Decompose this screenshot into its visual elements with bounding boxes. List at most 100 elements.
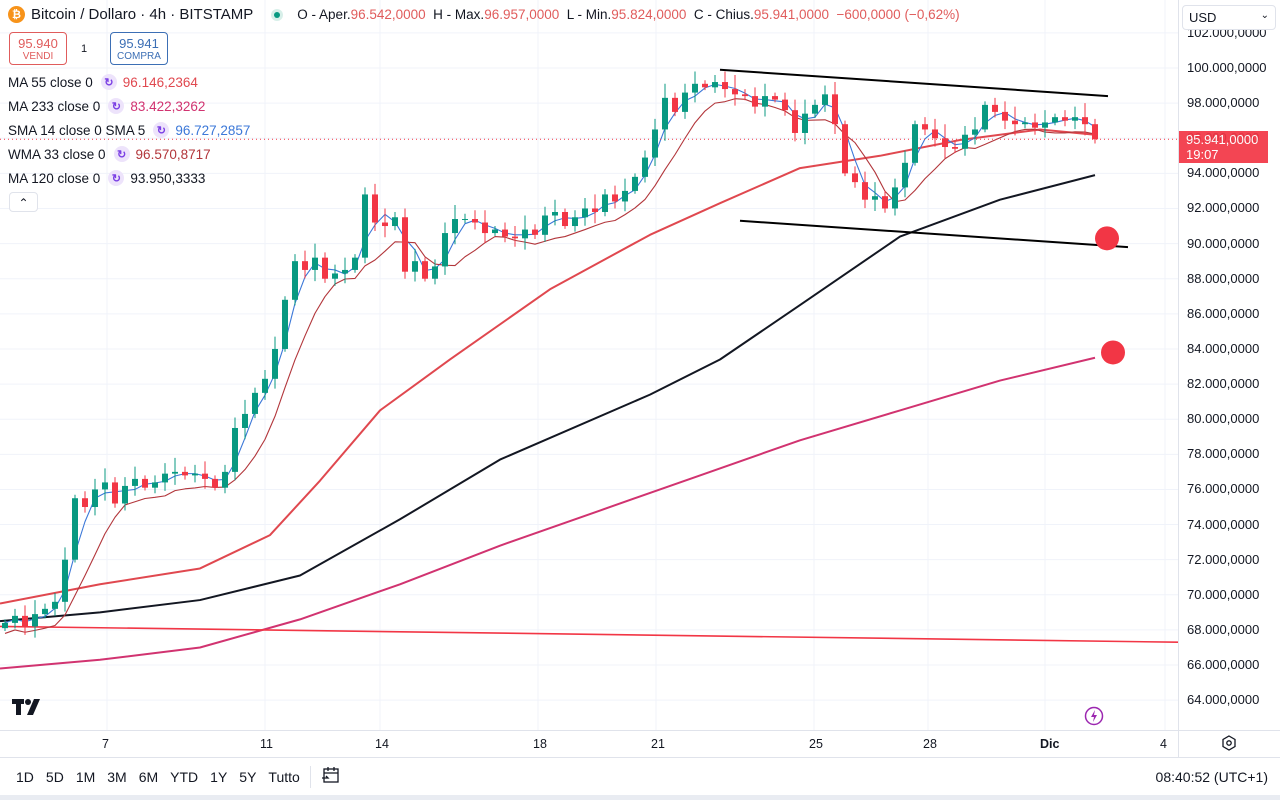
candle xyxy=(152,482,158,488)
candle xyxy=(302,261,308,270)
market-open-icon xyxy=(271,8,284,21)
price-tick: 94.000,0000 xyxy=(1187,165,1260,181)
range-tutto[interactable]: Tutto xyxy=(268,768,300,785)
refresh-icon[interactable]: ↻ xyxy=(108,98,125,114)
range-1y[interactable]: 1Y xyxy=(210,768,228,785)
candle xyxy=(512,236,518,239)
time-axis[interactable]: 7 11 14 18 21 25 28 Dic 4 xyxy=(0,730,1280,757)
line-wma-33 xyxy=(4,98,1096,634)
marker-dot xyxy=(1101,340,1125,365)
range-1m[interactable]: 1M xyxy=(75,768,96,785)
candle xyxy=(922,124,928,130)
price-tick: 90.000,0000 xyxy=(1187,235,1260,251)
candle xyxy=(522,229,528,239)
spread: 1 xyxy=(81,43,88,55)
candle xyxy=(202,473,208,479)
time-tick: 7 xyxy=(102,737,109,751)
candle xyxy=(482,222,488,234)
time-tick: 11 xyxy=(260,737,273,751)
legend-item[interactable]: SMA 14 close 0 SMA 5 ↻ 96.727,2857 xyxy=(8,122,250,138)
indicator-name: SMA 14 close 0 SMA 5 xyxy=(8,122,146,138)
sell-label: VENDI xyxy=(22,50,54,62)
price-tick: 72.000,0000 xyxy=(1187,551,1260,567)
price-tick: 80.000,0000 xyxy=(1187,411,1260,427)
range-5d[interactable]: 5D xyxy=(45,768,64,785)
clock[interactable]: 08:40:52 (UTC+1) xyxy=(1155,768,1268,785)
refresh-icon[interactable]: ↻ xyxy=(100,74,117,90)
refresh-icon[interactable]: ↻ xyxy=(108,170,125,186)
candle xyxy=(862,182,868,200)
symbol-title[interactable]: Bitcoin / Dollaro · 4h · BITSTAMP xyxy=(31,6,254,23)
candle xyxy=(1062,117,1068,121)
candle xyxy=(392,217,398,227)
price-axis[interactable]: 102.000,0000100.000,000098.000,000096.00… xyxy=(1178,0,1280,757)
refresh-icon[interactable]: ↻ xyxy=(153,122,170,138)
sell-button[interactable]: 95.940 VENDI xyxy=(9,32,67,65)
symbol-header: ₿ Bitcoin / Dollaro · 4h · BITSTAMP O - … xyxy=(8,6,960,23)
indicator-value: 96.727,2857 xyxy=(175,122,251,138)
legend-item[interactable]: MA 55 close 0 ↻ 96.146,2364 xyxy=(8,74,198,90)
candle xyxy=(82,498,88,507)
candle xyxy=(272,348,278,379)
candle xyxy=(362,194,368,258)
price-tick: 100.000,0000 xyxy=(1187,60,1267,75)
candle xyxy=(182,471,188,476)
candle xyxy=(1082,117,1088,125)
range-6m[interactable]: 6M xyxy=(138,768,159,785)
candle xyxy=(72,498,78,560)
range-3m[interactable]: 3M xyxy=(107,768,127,785)
candle xyxy=(382,222,388,227)
candle xyxy=(472,219,478,223)
candle xyxy=(432,266,438,279)
legend-item[interactable]: MA 120 close 0 ↻ 93.950,3333 xyxy=(8,170,205,186)
currency-select[interactable]: USD ⌄ xyxy=(1182,5,1276,30)
candle xyxy=(692,83,698,93)
indicator-name: MA 233 close 0 xyxy=(8,98,101,114)
refresh-icon[interactable]: ↻ xyxy=(113,146,130,162)
candle xyxy=(422,261,428,279)
candle xyxy=(102,482,108,490)
legend-item[interactable]: WMA 33 close 0 ↻ 96.570,8717 xyxy=(8,146,211,162)
candle xyxy=(702,83,708,88)
candle xyxy=(572,217,578,227)
range-5y[interactable]: 5Y xyxy=(239,768,257,785)
window-bottom-strip xyxy=(0,795,1280,800)
candle xyxy=(322,257,328,279)
range-ytd[interactable]: YTD xyxy=(170,768,199,785)
legend-item[interactable]: MA 233 close 0 ↻ 83.422,3262 xyxy=(8,98,205,114)
candle xyxy=(252,392,258,414)
price-tick: 68.000,0000 xyxy=(1187,621,1260,637)
price-tick: 64.000,0000 xyxy=(1187,692,1260,708)
candle xyxy=(1002,111,1008,121)
candle xyxy=(332,273,338,279)
candle xyxy=(562,211,568,227)
candle xyxy=(602,194,608,212)
price-tick: 88.000,0000 xyxy=(1187,270,1260,286)
price-tick: 86.000,0000 xyxy=(1187,305,1260,321)
settings-icon[interactable] xyxy=(1221,735,1237,754)
candle xyxy=(722,82,728,90)
bottom-toolbar: 1D 5D 1M 3M 6M YTD 1Y 5Y Tutto 08:40:52 (UTC+1) xyxy=(0,757,1280,795)
price-chart[interactable] xyxy=(0,0,1178,730)
buy-button[interactable]: 95.941 COMPRA xyxy=(110,32,168,65)
indicator-value: 93.950,3333 xyxy=(130,170,206,186)
tradingview-logo[interactable] xyxy=(12,698,44,721)
goto-date-icon[interactable] xyxy=(321,765,341,788)
candle xyxy=(812,104,818,114)
candle xyxy=(752,96,758,107)
candle xyxy=(972,129,978,135)
candle xyxy=(872,196,878,200)
time-tick: Dic xyxy=(1040,737,1060,751)
line-ma-233 xyxy=(0,356,1096,670)
candle xyxy=(32,614,38,627)
collapse-legend-button[interactable]: ⌃ xyxy=(9,192,38,212)
candle xyxy=(52,601,58,609)
candle xyxy=(122,485,128,504)
candle xyxy=(442,233,448,267)
lightning-icon[interactable] xyxy=(1084,706,1104,731)
candle xyxy=(932,129,938,139)
chevron-down-icon: ⌄ xyxy=(1260,10,1269,21)
range-1d[interactable]: 1D xyxy=(16,768,34,785)
candle xyxy=(42,608,48,615)
candle xyxy=(982,104,988,130)
